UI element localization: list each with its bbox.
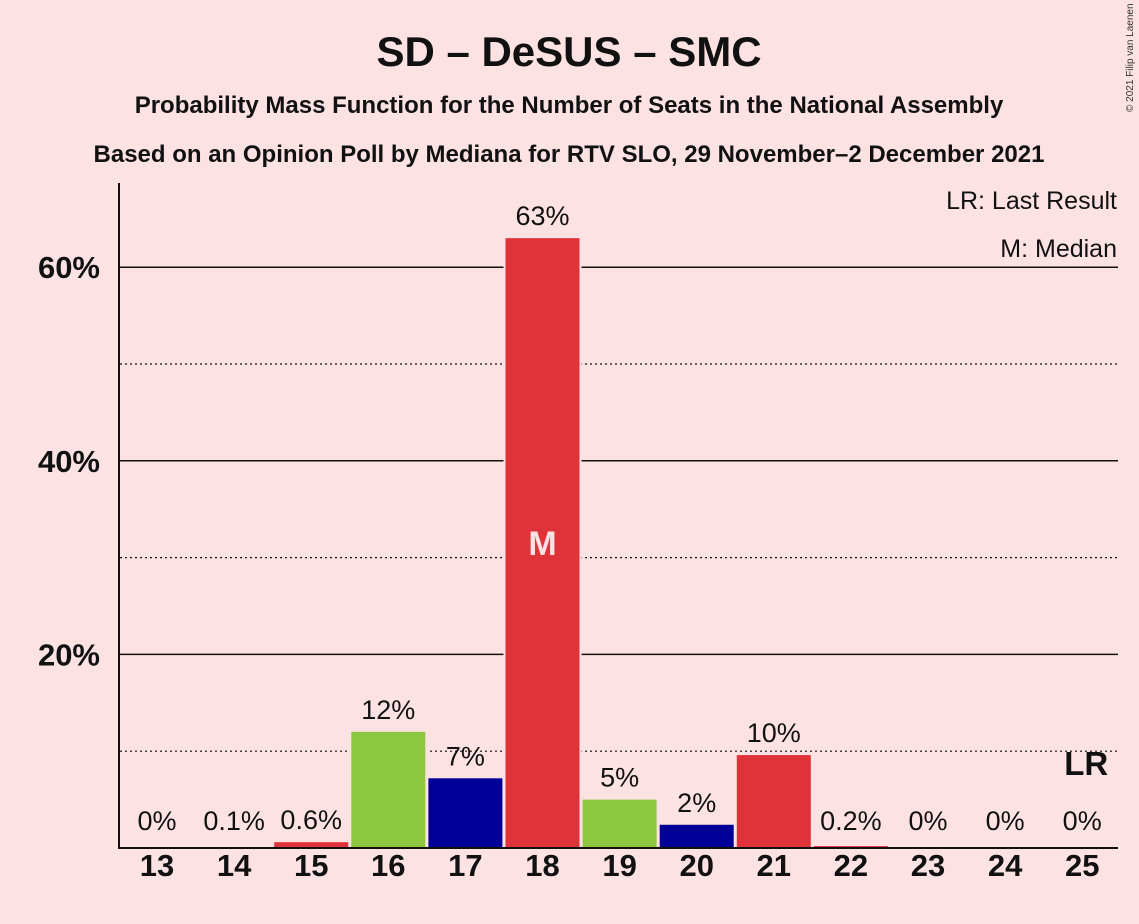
bar-seats-21 <box>736 755 811 848</box>
copyright-note: © 2021 Filip van Laenen <box>1125 3 1136 112</box>
bar-seats-20 <box>659 824 734 848</box>
bar-seats-17 <box>428 778 503 848</box>
x-tick-label: 23 <box>911 848 945 883</box>
data-label-21: 10% <box>747 718 801 748</box>
chart-source: Based on an Opinion Poll by Mediana for … <box>94 141 1045 168</box>
x-tick-label: 16 <box>371 848 405 883</box>
x-tick-label: 20 <box>679 848 713 883</box>
data-label-20: 2% <box>677 788 716 818</box>
data-label-18: 63% <box>515 201 569 231</box>
data-label-24: 0% <box>986 806 1025 836</box>
chart-subtitle: Probability Mass Function for the Number… <box>135 92 1004 119</box>
gridlines <box>120 266 1118 752</box>
x-tick-label: 13 <box>140 848 174 883</box>
data-label-23: 0% <box>908 806 947 836</box>
bar-gap <box>195 845 274 848</box>
bar-seats-15 <box>274 842 349 848</box>
data-label-13: 0% <box>137 806 176 836</box>
data-label-25: 0% <box>1063 806 1102 836</box>
y-tick-label: 20% <box>38 637 100 672</box>
bar-seats-18 <box>505 238 580 848</box>
x-tick-label: 14 <box>217 848 252 883</box>
data-label-16: 12% <box>361 695 415 725</box>
bar-gap <box>811 844 890 848</box>
bars <box>195 236 890 848</box>
bar-seats-19 <box>582 799 657 848</box>
y-tick-label: 60% <box>38 250 100 285</box>
data-label-15: 0.6% <box>280 805 342 835</box>
data-labels: 0% 0.1% 0.6% 12% 7% 63% 5% 2% 10% 0.2% 0% 0% 0% M LR <box>137 201 1108 836</box>
data-label-19: 5% <box>600 763 639 793</box>
x-tick-label: 18 <box>525 848 559 883</box>
x-tick-label: 21 <box>757 848 791 883</box>
x-tick-label: 22 <box>834 848 868 883</box>
x-tick-label: 25 <box>1065 848 1099 883</box>
data-label-17: 7% <box>446 741 485 771</box>
y-tick-label: 40% <box>38 444 100 479</box>
legend-last-result: LR: Last Result <box>946 187 1117 215</box>
x-tick-label: 24 <box>988 848 1023 883</box>
x-tick-label: 17 <box>448 848 482 883</box>
last-result-marker: LR <box>1064 745 1108 782</box>
bar-seats-16 <box>351 731 426 848</box>
x-tick-label: 15 <box>294 848 328 883</box>
legend-median: M: Median <box>1000 235 1117 263</box>
median-marker: M <box>528 525 556 563</box>
x-axis-ticks: 13 14 15 16 17 18 19 20 21 22 23 24 25 <box>140 848 1100 883</box>
y-axis-ticks: 20% 40% 60% <box>38 250 100 672</box>
chart-title: SD – DeSUS – SMC <box>376 28 761 75</box>
data-label-14: 0.1% <box>203 806 265 836</box>
x-tick-label: 19 <box>602 848 636 883</box>
data-label-22: 0.2% <box>820 806 882 836</box>
